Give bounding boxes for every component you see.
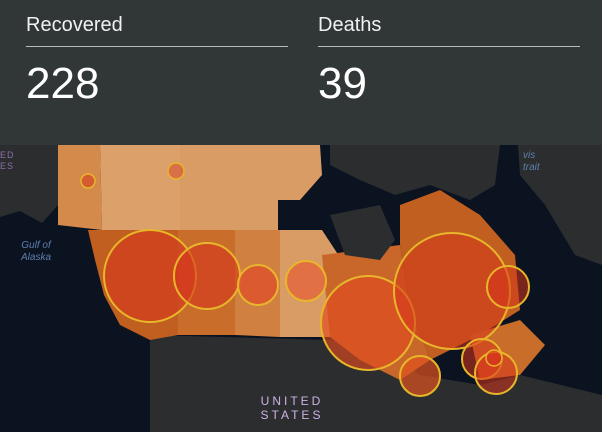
bubble-southern-ontario[interactable] [399,355,441,397]
bubble-northwest-territories[interactable] [167,162,185,180]
bubble-saskatchewan[interactable] [237,264,279,306]
stats-header: Recovered 228 Deaths 39 [0,0,602,145]
us-landmass [150,335,602,432]
bubble-manitoba[interactable] [285,260,327,302]
hudson-bay [330,205,395,260]
greenland-landmass [518,145,602,265]
arctic-islands [330,145,500,200]
alaska-landmass [0,145,60,223]
recovered-divider [26,46,288,47]
davis-strait-label: vis trait [523,150,540,173]
edge-label-left: ED ES [0,150,15,171]
case-bubbles[interactable] [80,162,530,397]
gulf-of-alaska-label: Gulf of Alaska [20,240,51,263]
united-states-label: UNITED STATES [260,394,324,422]
northwest-territories-region [100,145,180,230]
map-canvas[interactable] [0,145,602,432]
deaths-divider [318,46,580,47]
deaths-value: 39 [318,59,367,108]
bubble-alberta[interactable] [173,242,241,310]
bubble-pei[interactable] [485,349,503,367]
yukon-region [58,145,102,230]
nunavut-region [180,145,322,230]
recovered-label: Recovered [26,14,123,36]
bubble-yukon[interactable] [80,173,96,189]
bubble-newfoundland[interactable] [486,265,530,309]
deaths-label: Deaths [318,14,382,36]
recovered-value: 228 [26,59,100,108]
